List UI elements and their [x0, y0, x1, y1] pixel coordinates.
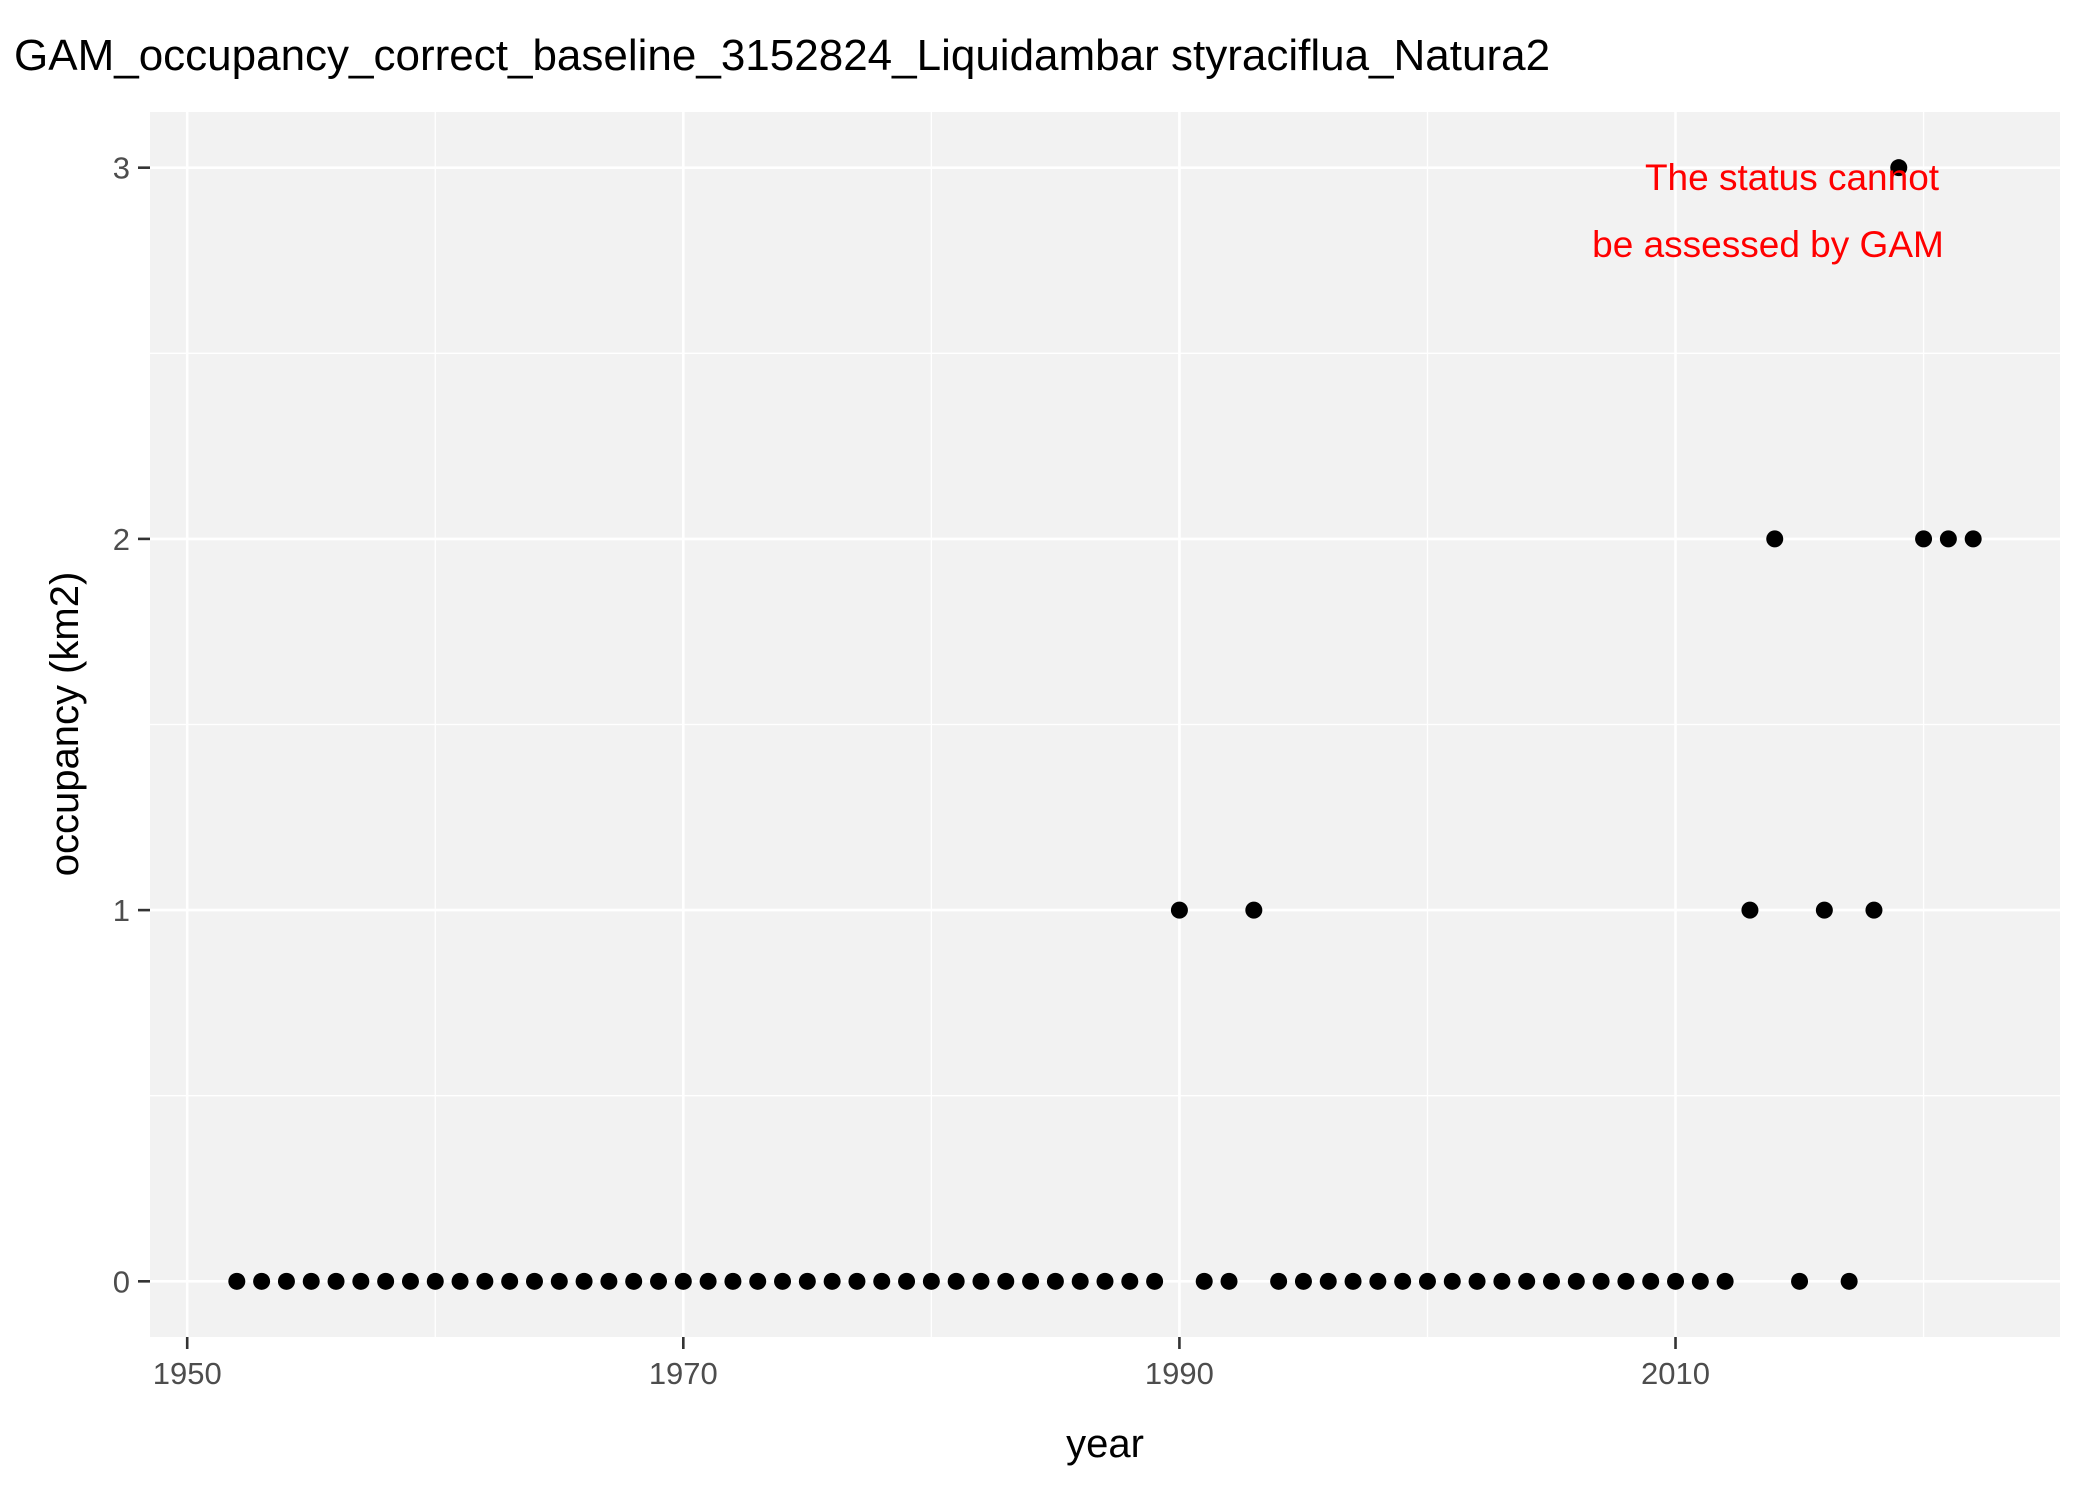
x-axis-title: year — [1066, 1422, 1144, 1466]
data-point — [525, 1272, 543, 1290]
data-point — [997, 1272, 1015, 1290]
data-point — [277, 1272, 295, 1290]
data-point — [302, 1272, 320, 1290]
data-point — [1319, 1272, 1337, 1290]
data-point — [1195, 1272, 1213, 1290]
data-point — [674, 1272, 692, 1290]
data-point — [228, 1272, 246, 1290]
status-annotation: The status cannot be assessed by GAM — [1592, 157, 1944, 265]
data-point — [550, 1272, 568, 1290]
data-point — [1592, 1272, 1610, 1290]
data-point — [253, 1272, 271, 1290]
data-point — [1617, 1272, 1635, 1290]
grid-minor-lines — [150, 112, 2060, 1337]
data-point — [724, 1272, 742, 1290]
data-point — [1890, 159, 1908, 177]
data-point — [699, 1272, 717, 1290]
data-point — [1468, 1272, 1486, 1290]
data-point — [1344, 1272, 1362, 1290]
data-point — [1022, 1272, 1040, 1290]
data-point — [476, 1272, 494, 1290]
annotation-line-1: The status cannot — [1645, 157, 1940, 198]
data-point — [1146, 1272, 1164, 1290]
data-point — [1170, 901, 1188, 919]
data-point — [1518, 1272, 1536, 1290]
data-point — [1865, 901, 1883, 919]
x-tick-label: 1950 — [153, 1356, 222, 1391]
chart-title: GAM_occupancy_correct_baseline_3152824_L… — [14, 31, 1550, 80]
y-axis: 0 1 2 3 — [113, 151, 150, 1299]
data-point — [1394, 1272, 1412, 1290]
data-point — [401, 1272, 419, 1290]
data-point — [823, 1272, 841, 1290]
data-point — [898, 1272, 916, 1290]
data-point — [1691, 1272, 1709, 1290]
data-point — [1766, 530, 1784, 548]
data-point — [947, 1272, 965, 1290]
data-point — [1220, 1272, 1238, 1290]
data-point — [1815, 901, 1833, 919]
data-point — [1642, 1272, 1660, 1290]
y-tick-label: 2 — [113, 522, 130, 557]
data-point — [451, 1272, 469, 1290]
data-point — [377, 1272, 395, 1290]
data-point — [1542, 1272, 1560, 1290]
x-axis: 1950 1970 1990 2010 — [153, 1337, 1710, 1391]
data-point — [1443, 1272, 1461, 1290]
data-point — [1270, 1272, 1288, 1290]
data-point — [749, 1272, 767, 1290]
data-point — [798, 1272, 816, 1290]
data-point — [352, 1272, 370, 1290]
data-point — [650, 1272, 668, 1290]
data-point — [1418, 1272, 1436, 1290]
y-tick-label: 3 — [113, 151, 130, 186]
data-point — [1939, 530, 1957, 548]
data-point — [848, 1272, 866, 1290]
annotation-line-2: be assessed by GAM — [1592, 224, 1944, 265]
data-point — [1294, 1272, 1312, 1290]
data-point — [774, 1272, 792, 1290]
data-point — [600, 1272, 618, 1290]
data-points — [228, 159, 1982, 1290]
y-tick-label: 0 — [113, 1264, 130, 1299]
x-tick-label: 1990 — [1145, 1356, 1214, 1391]
y-axis-title: occupancy (km2) — [43, 572, 87, 877]
data-point — [1369, 1272, 1387, 1290]
data-point — [1840, 1272, 1858, 1290]
x-tick-label: 2010 — [1641, 1356, 1710, 1391]
data-point — [873, 1272, 891, 1290]
data-point — [1915, 530, 1933, 548]
data-point — [1716, 1272, 1734, 1290]
data-point — [625, 1272, 643, 1290]
data-point — [972, 1272, 990, 1290]
data-point — [1964, 530, 1982, 548]
data-point — [1493, 1272, 1511, 1290]
data-point — [1791, 1272, 1809, 1290]
data-point — [1667, 1272, 1685, 1290]
data-point — [1096, 1272, 1114, 1290]
data-point — [501, 1272, 519, 1290]
data-point — [1121, 1272, 1139, 1290]
data-point — [1741, 901, 1759, 919]
data-point — [1567, 1272, 1585, 1290]
x-tick-label: 1970 — [649, 1356, 718, 1391]
data-point — [1245, 901, 1263, 919]
data-point — [1046, 1272, 1064, 1290]
data-point — [327, 1272, 345, 1290]
data-point — [426, 1272, 444, 1290]
data-point — [1071, 1272, 1089, 1290]
data-point — [575, 1272, 593, 1290]
y-tick-label: 1 — [113, 893, 130, 928]
grid-major-lines — [150, 112, 2060, 1337]
data-point — [922, 1272, 940, 1290]
